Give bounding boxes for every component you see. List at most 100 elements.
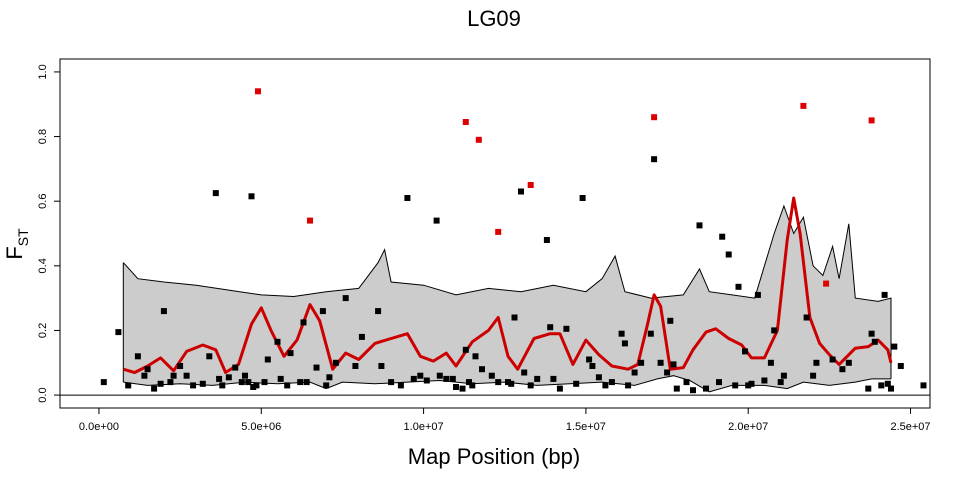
data-point — [505, 379, 511, 386]
data-point — [651, 156, 658, 163]
data-point — [177, 363, 184, 369]
data-point — [277, 375, 284, 382]
y-tick-label: 0.2 — [37, 323, 49, 338]
data-point — [248, 193, 255, 200]
data-point — [352, 363, 359, 369]
data-point — [579, 195, 586, 201]
data-point — [462, 346, 469, 353]
data-point — [245, 379, 252, 386]
data-point — [767, 359, 774, 366]
data-point — [839, 366, 846, 373]
data-point — [378, 363, 385, 369]
y-tick-label: 0.8 — [37, 129, 49, 144]
y-axis: 0.0 0.2 0.4 0.6 0.8 1.0 — [37, 64, 61, 403]
x-tick-label: 1.5e+07 — [566, 421, 606, 433]
data-point — [771, 327, 778, 334]
data-point — [683, 379, 690, 386]
data-point — [342, 295, 349, 302]
data-point — [332, 359, 339, 366]
data-point — [443, 375, 450, 382]
confidence-band — [122, 204, 892, 393]
data-point — [375, 308, 382, 315]
data-point — [719, 233, 726, 240]
data-point — [920, 382, 927, 389]
data-point — [469, 382, 476, 389]
data-point — [521, 369, 528, 376]
data-point — [527, 382, 534, 389]
data-point — [777, 379, 784, 386]
data-point — [157, 380, 164, 387]
data-point — [595, 374, 602, 381]
data-point — [696, 222, 703, 229]
data-point — [690, 387, 696, 394]
outlier-point — [462, 119, 469, 125]
data-point — [199, 380, 206, 387]
data-point — [125, 382, 132, 389]
data-point — [323, 382, 330, 389]
data-point — [466, 379, 472, 386]
y-axis-title-subscript: ST — [15, 228, 31, 246]
data-point — [358, 333, 365, 340]
data-point — [586, 356, 593, 363]
data-point — [141, 372, 148, 379]
outlier-point — [475, 136, 482, 143]
band-upper-line — [122, 204, 892, 379]
data-point — [748, 380, 755, 387]
data-point — [453, 384, 459, 390]
data-point — [297, 379, 304, 386]
outlier-point — [800, 102, 807, 109]
y-tick-label: 0.0 — [37, 387, 49, 402]
data-point — [216, 375, 223, 382]
x-tick-label: 5.0e+06 — [241, 421, 281, 433]
data-point — [250, 384, 257, 390]
data-point — [703, 385, 709, 392]
data-point — [417, 372, 424, 379]
data-point — [716, 379, 722, 386]
outlier-point — [823, 280, 830, 287]
data-point — [433, 217, 440, 224]
data-point — [436, 372, 443, 379]
data-point — [190, 382, 197, 389]
y-axis-title-main: F — [2, 246, 27, 259]
outlier-point — [868, 117, 875, 124]
data-point — [100, 379, 107, 386]
data-point — [206, 353, 213, 360]
data-point — [511, 314, 518, 321]
data-point — [888, 385, 894, 392]
data-point — [238, 379, 245, 386]
data-point — [589, 363, 596, 369]
data-point — [618, 330, 625, 337]
x-tick-label: 1.0e+07 — [404, 421, 444, 433]
data-point — [459, 385, 466, 392]
data-point — [573, 380, 580, 387]
data-point — [865, 385, 872, 392]
data-point — [631, 369, 638, 376]
data-point — [160, 308, 167, 315]
data-point — [423, 377, 430, 384]
data-point — [134, 353, 141, 360]
data-point — [410, 375, 417, 382]
fst-points — [100, 88, 927, 394]
data-point — [151, 385, 158, 392]
data-point — [508, 380, 515, 387]
data-point — [300, 319, 307, 326]
data-point — [667, 317, 674, 324]
y-tick-label: 0.4 — [37, 258, 49, 273]
data-point — [534, 375, 541, 382]
data-point — [253, 382, 260, 389]
data-point — [780, 372, 787, 379]
data-point — [170, 372, 177, 379]
y-axis-title: FST — [2, 228, 31, 260]
outlier-point — [255, 88, 261, 95]
data-point — [556, 385, 563, 392]
data-point — [608, 379, 615, 386]
data-point — [518, 188, 524, 195]
outlier-point — [495, 228, 502, 235]
data-point — [284, 382, 291, 389]
data-point — [657, 359, 664, 366]
data-point — [563, 325, 570, 332]
smoothed-fst-line — [122, 196, 893, 374]
data-point — [735, 283, 742, 290]
data-point — [115, 329, 122, 336]
